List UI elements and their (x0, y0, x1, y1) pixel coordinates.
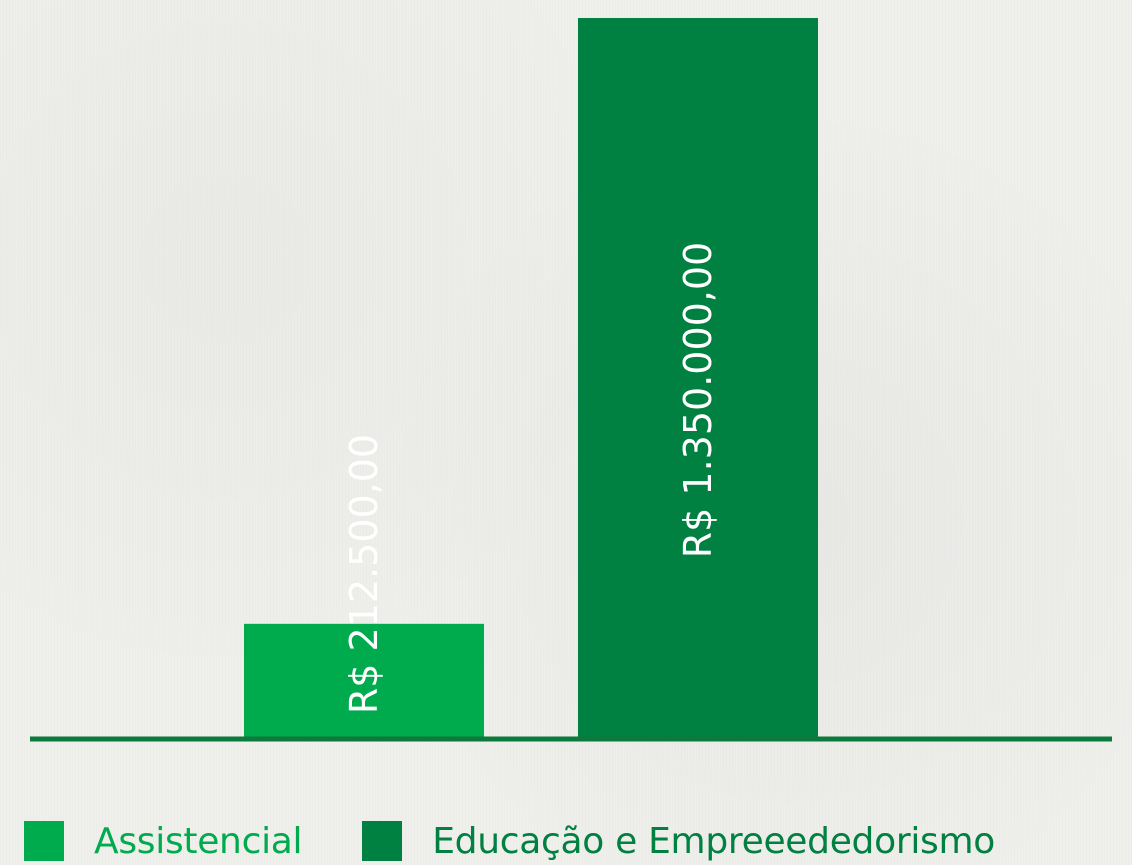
bar-label-assistencial: R$ 212.500,00 (342, 434, 386, 714)
legend-swatch-assistencial (24, 821, 64, 861)
bar-educacao (578, 18, 818, 737)
bar-assistencial (244, 623, 484, 737)
bars-layer: R$ 212.500,00 R$ 1.350.000,00 (244, 18, 818, 737)
legend-item-educacao: Educação e Empreeededorismo (362, 821, 995, 862)
legend-label-assistencial: Assistencial (94, 820, 303, 862)
legend-item-assistencial: Assistencial (24, 820, 303, 862)
legend: Assistencial Educação e Empreeededorismo (24, 818, 995, 864)
bar-label-educacao: R$ 1.350.000,00 (676, 242, 720, 559)
legend-label-educacao: Educação e Empreeededorismo (432, 820, 995, 862)
bar-chart: R$ 212.500,00 R$ 1.350.000,00 (30, 18, 1112, 742)
legend-swatch-educacao (362, 821, 403, 861)
